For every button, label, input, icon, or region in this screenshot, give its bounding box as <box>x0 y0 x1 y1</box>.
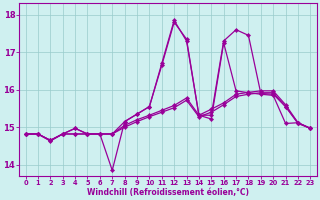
X-axis label: Windchill (Refroidissement éolien,°C): Windchill (Refroidissement éolien,°C) <box>87 188 249 197</box>
